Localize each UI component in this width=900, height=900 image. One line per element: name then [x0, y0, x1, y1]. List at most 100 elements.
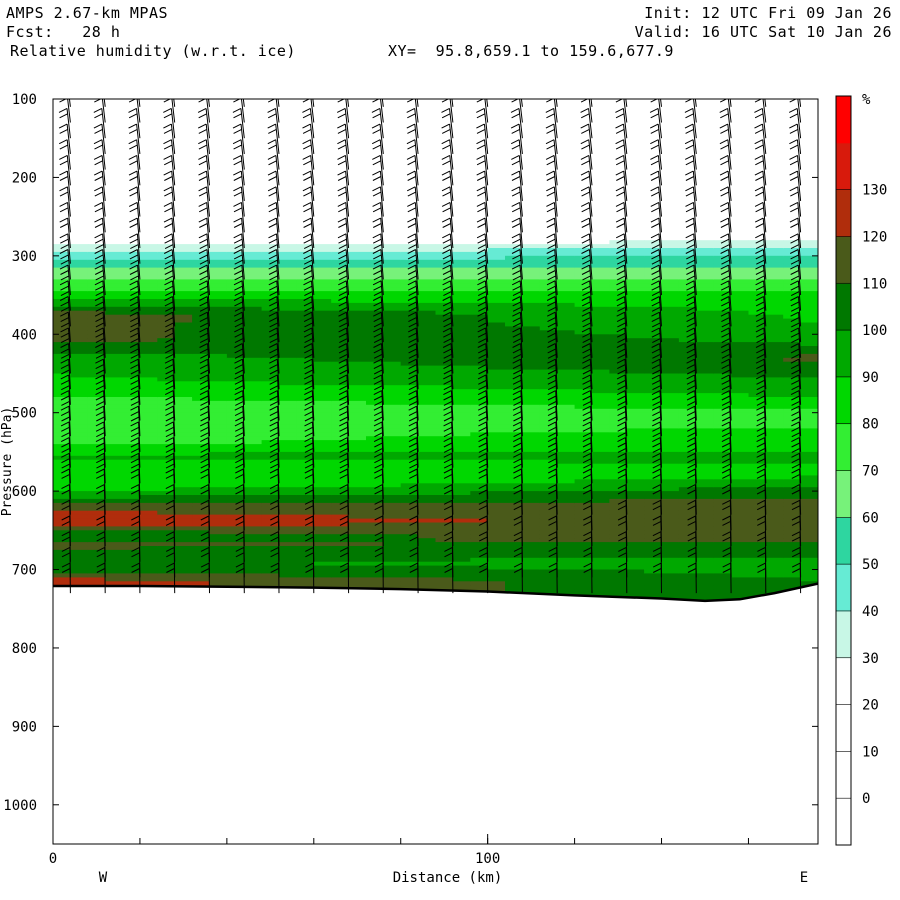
- rh-cell: [765, 589, 784, 594]
- rh-cell: [192, 463, 211, 469]
- rh-cell: [174, 526, 193, 531]
- wind-barb: [756, 437, 767, 468]
- rh-cell: [105, 412, 124, 418]
- rh-cell: [435, 573, 454, 578]
- rh-cell: [557, 318, 576, 324]
- rh-cell: [800, 557, 818, 563]
- rh-cell: [139, 295, 158, 300]
- wind-barb: [791, 562, 802, 594]
- rh-cell: [122, 487, 141, 492]
- wind-barb: [512, 358, 523, 390]
- rh-cell: [522, 279, 541, 284]
- rh-cell: [765, 487, 784, 492]
- rh-cell: [53, 248, 71, 253]
- y-tick-label: 1000: [3, 798, 37, 814]
- rh-cell: [383, 295, 402, 300]
- rh-cell: [505, 432, 523, 437]
- rh-cell: [470, 353, 489, 359]
- rh-cell: [313, 440, 332, 445]
- rh-cell: [626, 467, 645, 473]
- rh-cell: [174, 361, 193, 367]
- rh-cell: [418, 346, 437, 351]
- rh-cell: [592, 318, 610, 324]
- rh-cell: [644, 404, 663, 410]
- rh-cell: [609, 416, 628, 422]
- rh-cell: [174, 530, 193, 535]
- rh-cell: [70, 357, 89, 363]
- rh-cell: [713, 267, 732, 273]
- rh-cell: [122, 275, 141, 280]
- rh-cell: [626, 349, 645, 355]
- rh-cell: [487, 318, 506, 324]
- rh-cell: [678, 589, 697, 594]
- rh-cell: [348, 459, 367, 465]
- wind-barb: [650, 99, 662, 123]
- wind-barb: [442, 343, 454, 374]
- rh-cell: [348, 357, 367, 363]
- rh-cell: [452, 393, 471, 398]
- rh-cell: [487, 420, 506, 425]
- rh-cell: [418, 498, 437, 504]
- rh-cell: [539, 322, 558, 327]
- wind-barb: [511, 170, 523, 201]
- rh-cell: [626, 259, 645, 265]
- rh-cell: [644, 581, 663, 586]
- rh-cell: [139, 549, 158, 555]
- rh-cell: [731, 506, 750, 512]
- rh-cell: [244, 385, 263, 390]
- rh-cell: [435, 557, 454, 563]
- rh-cell: [105, 357, 124, 363]
- rh-cell: [696, 326, 715, 331]
- rh-cell: [209, 361, 228, 367]
- rh-cell: [383, 279, 402, 284]
- rh-cell: [557, 577, 576, 582]
- rh-cell: [122, 483, 141, 488]
- rh-cell: [644, 557, 663, 563]
- rh-cell: [696, 416, 715, 422]
- wind-barb: [442, 327, 454, 358]
- wind-barb: [406, 99, 419, 123]
- rh-cell: [731, 448, 750, 453]
- rh-cell: [452, 381, 471, 386]
- wind-barb: [719, 186, 732, 217]
- rh-cell: [661, 404, 680, 410]
- rh-cell: [644, 569, 663, 574]
- rh-cell: [522, 440, 541, 445]
- rh-cell: [244, 299, 263, 304]
- rh-cell: [400, 451, 419, 457]
- rh-cell: [609, 404, 628, 410]
- rh-cell: [192, 283, 211, 288]
- rh-cell: [748, 448, 767, 453]
- rh-cell: [678, 416, 697, 422]
- rh-cell: [313, 251, 332, 257]
- wind-barb: [684, 139, 697, 170]
- rh-cell: [765, 357, 784, 363]
- rh-cell: [539, 248, 558, 253]
- rh-cell: [105, 244, 124, 249]
- rh-cell: [70, 318, 89, 324]
- rh-cell: [435, 448, 454, 453]
- wind-barb: [94, 296, 106, 327]
- wind-barb: [130, 390, 141, 421]
- rh-cell: [279, 565, 297, 571]
- wind-barb: [95, 358, 106, 390]
- rh-cell: [522, 346, 541, 351]
- rh-cell: [400, 448, 419, 453]
- rh-cell: [592, 295, 610, 300]
- rh-cell: [70, 440, 89, 445]
- rh-cell: [53, 346, 71, 351]
- rh-cell: [678, 553, 697, 559]
- wind-barb: [443, 390, 454, 421]
- rh-cell: [748, 549, 767, 555]
- rh-cell: [678, 561, 697, 567]
- rh-cell: [400, 279, 419, 284]
- rh-cell: [157, 483, 176, 488]
- rh-cell: [174, 330, 193, 335]
- wind-barb: [720, 249, 732, 280]
- wind-barb: [790, 280, 802, 311]
- rh-cell: [470, 310, 489, 316]
- wind-barb: [130, 374, 141, 405]
- rh-cell: [696, 549, 715, 555]
- rh-cell: [105, 428, 124, 433]
- rh-cell: [296, 330, 315, 335]
